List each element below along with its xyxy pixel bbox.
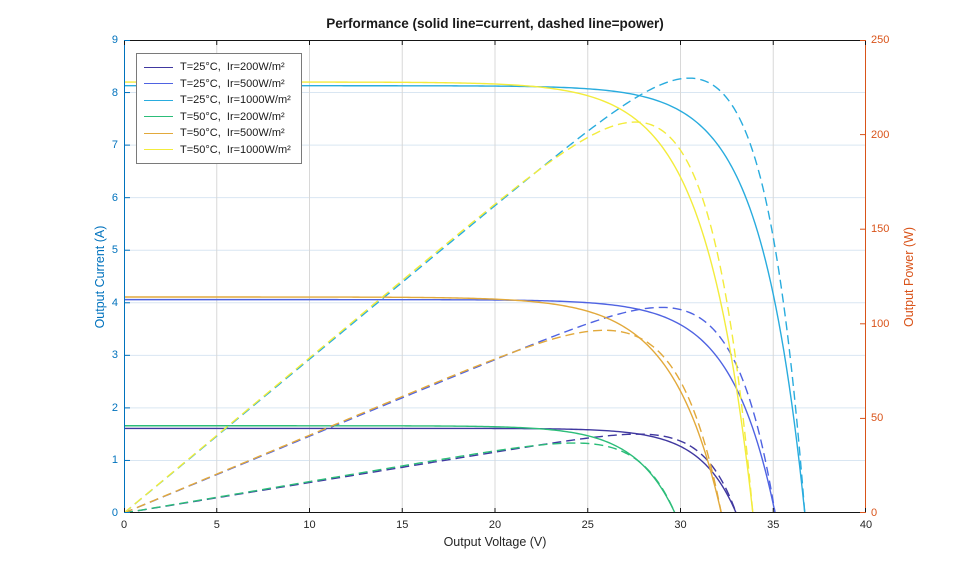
y-left-tick-label: 2 xyxy=(111,401,118,414)
y-left-tick-label: 0 xyxy=(111,507,118,519)
legend-label: T=50°C, Ir=500W/m² xyxy=(180,127,285,140)
y-left-tick-label: 1 xyxy=(111,454,118,467)
x-tick-label: 25 xyxy=(581,519,594,531)
y-left-tick-label: 4 xyxy=(111,296,118,309)
legend-label: T=25°C, Ir=500W/m² xyxy=(180,77,285,90)
power-curve-0 xyxy=(124,433,737,513)
power-curve-3 xyxy=(124,442,676,513)
y-right-tick-label: 250 xyxy=(871,34,890,46)
y-axis-left-label: Output Current (A) xyxy=(93,225,107,329)
x-tick-label: 0 xyxy=(120,519,128,531)
x-tick-label: 40 xyxy=(859,519,873,531)
legend-label: T=50°C, Ir=200W/m² xyxy=(180,110,285,123)
y-right-tick-label: 100 xyxy=(871,317,890,330)
legend-line-sample xyxy=(144,116,173,118)
legend-item: T=25°C, Ir=1000W/m² xyxy=(144,92,291,109)
legend-item: T=25°C, Ir=500W/m² xyxy=(144,76,291,93)
y-right-tick-label: 150 xyxy=(871,223,890,236)
legend: T=25°C, Ir=200W/m² T=25°C, Ir=500W/m² T=25… xyxy=(136,53,302,164)
y-left-tick-label: 3 xyxy=(111,349,118,362)
y-axis-right-label: Output Power (W) xyxy=(902,226,916,328)
legend-label: T=50°C, Ir=1000W/m² xyxy=(180,143,291,156)
legend-line-sample xyxy=(144,132,173,134)
power-curve-4 xyxy=(124,329,722,513)
y-left-tick-label: 8 xyxy=(111,86,118,99)
x-tick-label: 5 xyxy=(213,519,220,531)
legend-item: T=50°C, Ir=200W/m² xyxy=(144,109,291,126)
legend-label: T=25°C, Ir=200W/m² xyxy=(180,61,285,74)
x-axis-label: Output Voltage (V) xyxy=(443,535,547,549)
power-curve-1 xyxy=(124,306,776,513)
y-right-tick-label: 0 xyxy=(871,507,878,519)
power-curve-5 xyxy=(124,121,754,513)
legend-label: T=25°C, Ir=1000W/m² xyxy=(180,94,291,107)
current-curve-1 xyxy=(124,298,776,513)
x-tick-label: 35 xyxy=(767,519,780,531)
y-right-tick-label: 50 xyxy=(871,412,884,425)
legend-line-sample xyxy=(144,149,173,151)
y-right-tick-label: 200 xyxy=(871,128,890,141)
legend-item: T=25°C, Ir=200W/m² xyxy=(144,59,291,76)
current-curve-3 xyxy=(124,425,676,513)
legend-item: T=50°C, Ir=500W/m² xyxy=(144,125,291,142)
legend-line-sample xyxy=(144,66,173,68)
y-left-tick-label: 7 xyxy=(111,139,118,152)
x-tick-label: 20 xyxy=(488,519,502,531)
y-left-tick-label: 5 xyxy=(111,244,118,257)
plot-title: Performance (solid line=current, dashed … xyxy=(326,16,664,31)
legend-line-sample xyxy=(144,83,173,85)
y-left-tick-label: 6 xyxy=(111,191,118,204)
current-curve-4 xyxy=(124,296,722,513)
x-tick-label: 10 xyxy=(303,519,316,531)
x-tick-label: 15 xyxy=(396,519,409,531)
current-curve-0 xyxy=(124,427,737,513)
y-left-tick-label: 9 xyxy=(111,34,118,46)
legend-line-sample xyxy=(144,99,173,101)
x-tick-label: 30 xyxy=(674,519,687,531)
legend-item: T=50°C, Ir=1000W/m² xyxy=(144,142,291,159)
